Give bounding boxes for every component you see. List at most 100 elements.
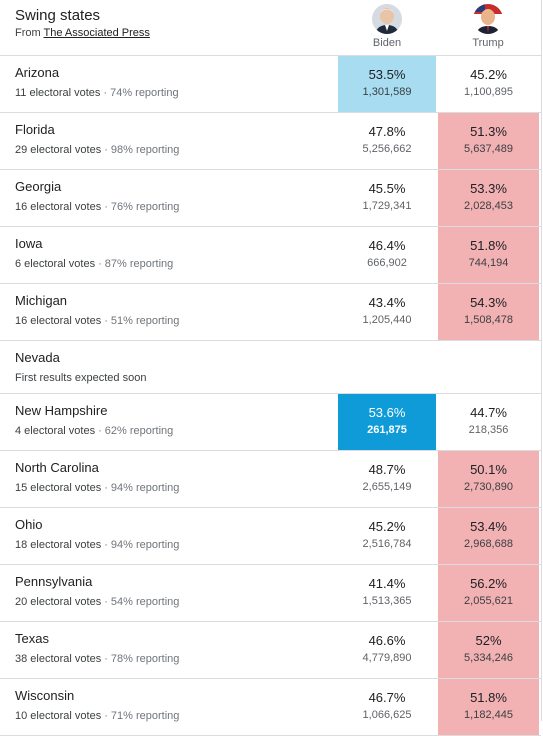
trump-result-cell: 50.1% 2,730,890 <box>438 451 539 507</box>
state-name: Georgia <box>15 179 62 194</box>
candidate-name: Trump <box>472 37 504 49</box>
state-row[interactable]: North Carolina 15 electoral votes · 94% rep… <box>0 451 541 508</box>
state-subline: 11 electoral votes · 74% reporting <box>15 87 179 99</box>
trump-avatar <box>473 4 503 34</box>
separator-dot: · <box>104 315 108 327</box>
state-row[interactable]: New Hampshire 4 electoral votes · 62% repor… <box>0 394 541 451</box>
state-subline: 10 electoral votes · 71% reporting <box>15 710 179 722</box>
separator-dot: · <box>103 87 108 99</box>
biden-result-cell: 45.2% 2,516,784 <box>338 508 436 564</box>
state-subline: 16 electoral votes · 51% reporting <box>15 315 179 327</box>
separator-dot: · <box>104 653 108 665</box>
separator-dot: · <box>98 425 102 437</box>
trump-votes: 2,968,688 <box>464 538 513 550</box>
biden-votes: 1,729,341 <box>362 200 412 212</box>
biden-result-cell: 46.6% 4,779,890 <box>338 622 436 678</box>
biden-percent: 47.8% <box>368 124 406 139</box>
state-subline: 38 electoral votes · 78% reporting <box>15 653 179 665</box>
state-name: New Hampshire <box>15 403 108 418</box>
separator-dot: · <box>104 596 108 608</box>
trump-votes: 744,194 <box>468 257 509 269</box>
state-subline: 18 electoral votes · 94% reporting <box>15 539 179 551</box>
trump-result-cell: 56.2% 2,055,621 <box>438 565 539 621</box>
state-subline: 4 electoral votes · 62% reporting <box>15 425 173 437</box>
state-row[interactable]: Nevada First results expected soon <box>0 341 541 394</box>
reporting-status: 51% reporting <box>110 315 180 327</box>
biden-percent: 46.4% <box>368 238 406 253</box>
state-row[interactable]: Iowa 6 electoral votes · 87% reporting 46.4%… <box>0 227 541 284</box>
trump-votes: 1,100,895 <box>464 86 513 98</box>
biden-votes: 261,875 <box>367 424 407 436</box>
state-note: First results expected soon <box>15 372 146 384</box>
state-subline: 20 electoral votes · 54% reporting <box>15 596 179 608</box>
biden-result-cell: 43.4% 1,205,440 <box>338 284 436 340</box>
state-name: Pennsylvania <box>15 574 93 589</box>
electoral-votes: 18 electoral votes <box>15 539 102 551</box>
biden-percent: 45.5% <box>368 181 406 196</box>
separator-dot: · <box>104 710 108 722</box>
state-subline: 16 electoral votes · 76% reporting <box>15 201 179 213</box>
biden-result-cell: 46.7% 1,066,625 <box>338 679 436 735</box>
state-row[interactable]: Michigan 16 electoral votes · 51% reporting… <box>0 284 541 341</box>
state-list: Arizona 11 electoral votes · 74% reporting 5… <box>0 56 541 736</box>
trump-result-cell: 53.4% 2,968,688 <box>438 508 539 564</box>
trump-percent: 51.3% <box>470 124 507 139</box>
biden-result-cell: 41.4% 1,513,365 <box>338 565 436 621</box>
results-note: First results expected soon <box>15 372 147 384</box>
trump-percent: 45.2% <box>470 67 507 82</box>
electoral-votes: 11 electoral votes <box>15 87 101 99</box>
trump-votes: 218,356 <box>468 424 509 436</box>
biden-votes: 4,779,890 <box>362 652 412 664</box>
electoral-votes: 6 electoral votes <box>15 258 96 270</box>
biden-votes: 1,205,440 <box>362 314 412 326</box>
reporting-status: 94% reporting <box>110 539 180 551</box>
state-name: Iowa <box>15 236 43 251</box>
biden-votes: 1,301,589 <box>362 86 412 98</box>
reporting-status: 98% reporting <box>110 144 180 156</box>
electoral-votes: 16 electoral votes <box>15 201 102 213</box>
separator-dot: · <box>98 258 102 270</box>
biden-votes: 2,655,149 <box>362 481 412 493</box>
state-row[interactable]: Ohio 18 electoral votes · 94% reporting 45.2… <box>0 508 541 565</box>
trump-result-cell: 51.8% 744,194 <box>438 227 539 283</box>
state-row[interactable]: Pennsylvania 20 electoral votes · 54% repor… <box>0 565 541 622</box>
biden-percent: 48.7% <box>368 462 406 477</box>
biden-result-cell: 48.7% 2,655,149 <box>338 451 436 507</box>
trump-votes: 5,637,489 <box>464 143 513 155</box>
state-row[interactable]: Texas 38 electoral votes · 78% reporting 46.… <box>0 622 541 679</box>
biden-result-cell: 53.5% 1,301,589 <box>338 56 436 112</box>
trump-percent: 51.8% <box>470 238 507 253</box>
electoral-votes: 15 electoral votes <box>15 482 102 494</box>
trump-result-cell: 52% 5,334,246 <box>438 622 539 678</box>
state-subline: 6 electoral votes · 87% reporting <box>15 258 173 270</box>
biden-percent: 46.6% <box>368 633 406 648</box>
trump-percent: 52% <box>475 633 502 648</box>
state-row[interactable]: Georgia 16 electoral votes · 76% reporting 4… <box>0 170 541 227</box>
trump-votes: 1,508,478 <box>464 314 513 326</box>
reporting-status: 62% reporting <box>104 425 174 437</box>
state-name: Ohio <box>15 517 43 532</box>
trump-result-cell: 51.8% 1,182,445 <box>438 679 539 735</box>
state-subline: 29 electoral votes · 98% reporting <box>15 144 179 156</box>
reporting-status: 94% reporting <box>110 482 180 494</box>
biden-percent: 41.4% <box>368 576 406 591</box>
source-link[interactable]: The Associated Press <box>43 27 150 39</box>
biden-percent: 45.2% <box>368 519 406 534</box>
electoral-votes: 20 electoral votes <box>15 596 102 608</box>
biden-votes: 1,066,625 <box>362 709 412 721</box>
state-row[interactable]: Wisconsin 10 electoral votes · 71% reportin… <box>0 679 541 736</box>
source-prefix: From <box>15 27 41 39</box>
electoral-votes: 29 electoral votes <box>15 144 102 156</box>
electoral-votes: 4 electoral votes <box>15 425 96 437</box>
biden-votes: 2,516,784 <box>362 538 412 550</box>
biden-percent: 53.6% <box>368 405 406 420</box>
state-row[interactable]: Arizona 11 electoral votes · 74% reporting 5… <box>0 56 541 113</box>
biden-votes: 1,513,365 <box>362 595 412 607</box>
separator-dot: · <box>104 144 108 156</box>
state-row[interactable]: Florida 29 electoral votes · 98% reporting 4… <box>0 113 541 170</box>
candidate-trump: Trump <box>458 4 518 49</box>
trump-percent: 51.8% <box>470 690 507 705</box>
trump-percent: 53.3% <box>470 181 507 196</box>
trump-votes: 5,334,246 <box>464 652 513 664</box>
